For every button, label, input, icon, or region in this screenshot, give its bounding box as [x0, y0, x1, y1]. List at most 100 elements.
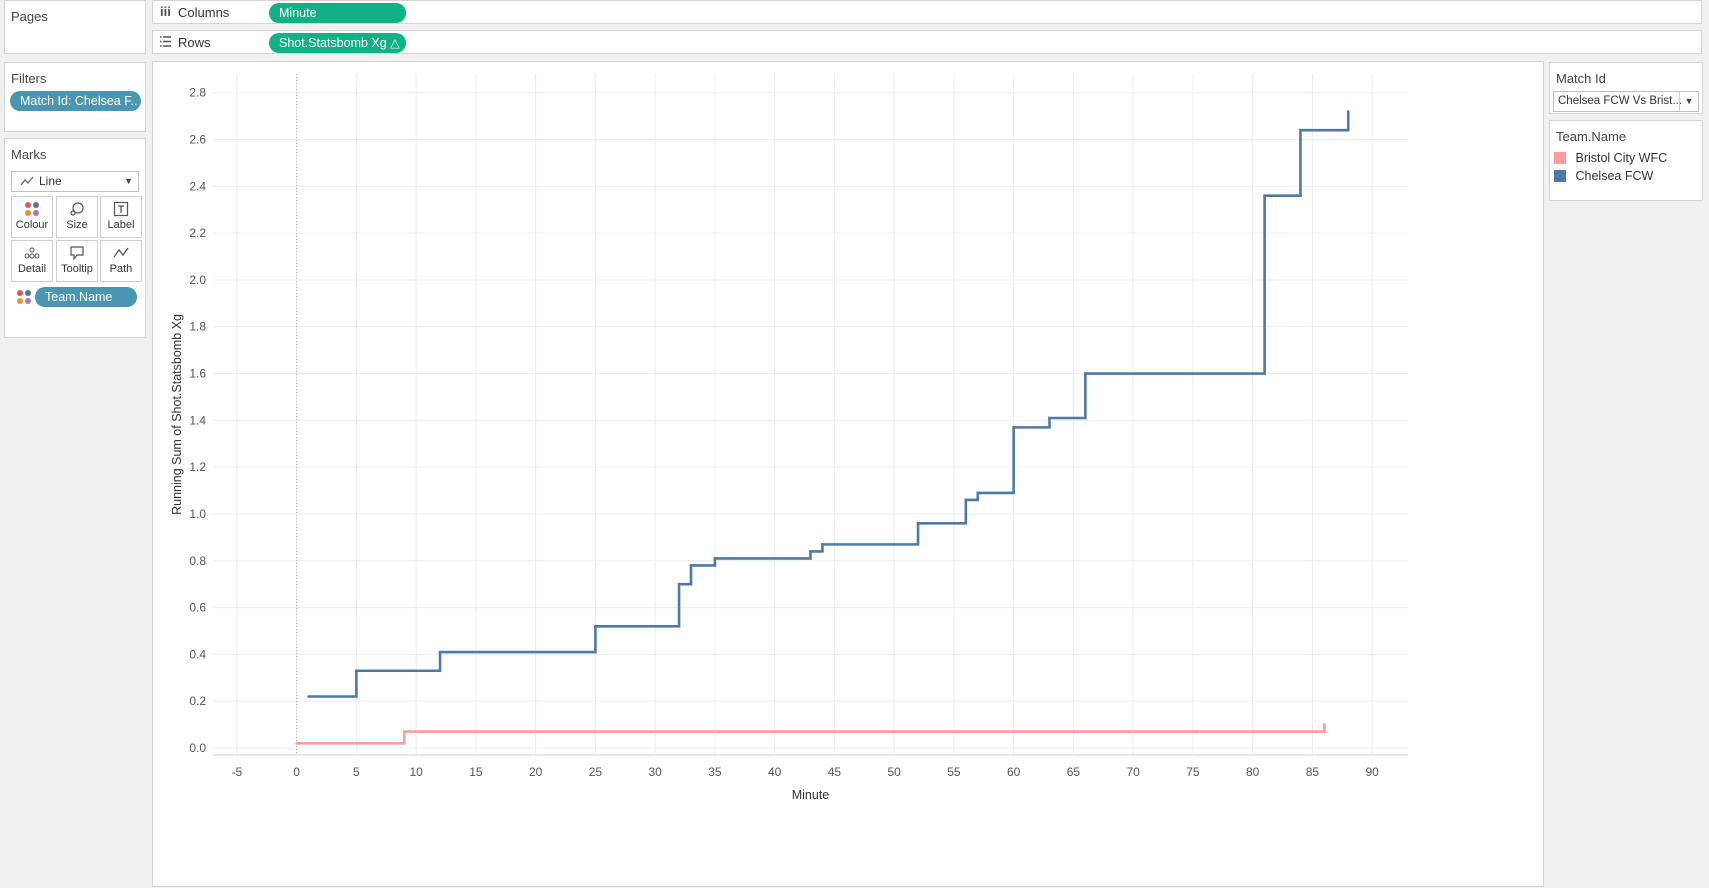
y-tick-label: 2.4 — [189, 179, 206, 193]
colour-button[interactable]: Colour — [11, 196, 53, 238]
y-tick-label: 0.8 — [189, 554, 206, 568]
label-button[interactable]: Label — [100, 196, 142, 238]
x-tick-label: 30 — [648, 765, 662, 779]
legend-item-bristol[interactable]: Bristol City WFC — [1554, 149, 1667, 167]
series-point — [402, 730, 406, 733]
series-point — [809, 550, 812, 553]
x-tick-label: 35 — [708, 765, 722, 779]
x-tick-label: 15 — [469, 765, 483, 779]
columns-label: Columns — [178, 5, 230, 20]
size-icon — [57, 197, 97, 219]
series-point — [677, 582, 681, 586]
match-id-card: Match Id Chelsea FCW Vs Brist... ▼ — [1549, 62, 1703, 114]
x-tick-label: 10 — [409, 765, 423, 779]
text-label-icon — [101, 197, 141, 219]
series-point — [821, 543, 824, 546]
rows-list-icon — [159, 35, 172, 51]
legend-label: Bristol City WFC — [1575, 151, 1668, 165]
chevron-down-icon[interactable]: ▼ — [1679, 92, 1698, 111]
series-line-bristol-city-wfc — [296, 724, 1326, 745]
series-point — [689, 564, 693, 567]
series-point — [964, 498, 968, 502]
columns-pill-minute[interactable]: Minute — [269, 3, 406, 23]
y-tick-label: 0.6 — [189, 601, 206, 615]
series-point — [1048, 416, 1051, 420]
y-tick-label: 0.4 — [189, 647, 206, 661]
mark-type-value: Line — [39, 174, 62, 188]
series-point — [1323, 723, 1326, 726]
columns-shelf: iii Columns Minute — [152, 0, 1702, 24]
x-tick-label: 65 — [1067, 765, 1081, 779]
marks-title: Marks — [11, 147, 47, 162]
y-tick-label: 1.6 — [189, 367, 206, 381]
series-point — [594, 624, 597, 628]
marks-panel: Marks Line ▼ Colour Size Label Detail — [4, 138, 146, 338]
chart-view: -5 0 5 10 15 20 25 30 35 40 45 50 55 60 65 70 75 80 85 90 0.… — [152, 61, 1544, 887]
x-tick-label: -5 — [232, 765, 243, 779]
path-label: Path — [109, 263, 133, 275]
series-point — [1084, 372, 1087, 375]
chevron-down-icon: ▼ — [124, 176, 133, 186]
team-name-pill[interactable]: Team.Name — [35, 287, 137, 307]
line-chart: -5 0 5 10 15 20 25 30 35 40 45 50 55 60 65 70 75 80 85 90 0.… — [170, 74, 1408, 802]
y-tick-label: 1.0 — [189, 507, 206, 521]
filter-pill-match-id[interactable]: Match Id: Chelsea F.. — [10, 91, 141, 111]
line-mark-icon — [20, 172, 34, 197]
x-tick-label: 50 — [887, 765, 901, 779]
y-tick-label: 2.8 — [189, 86, 206, 100]
series-point — [976, 491, 980, 495]
x-tick-label: 0 — [293, 765, 300, 779]
label-label: Label — [107, 219, 135, 231]
y-tick-label: 1.4 — [189, 413, 206, 427]
x-tick-label: 20 — [529, 765, 543, 779]
series-point — [307, 695, 310, 698]
legend-swatch — [1554, 170, 1566, 182]
size-label: Size — [66, 219, 88, 231]
y-tick-label: 0.0 — [189, 741, 206, 755]
colour-encoding-icon — [16, 289, 32, 308]
x-tick-label: 40 — [768, 765, 782, 779]
series-point — [1346, 110, 1350, 113]
filters-panel: Filters Match Id: Chelsea F.. — [4, 62, 146, 132]
match-id-dropdown[interactable]: Chelsea FCW Vs Brist... ▼ — [1553, 91, 1699, 112]
tooltip-button[interactable]: Tooltip — [56, 240, 98, 282]
series-line-chelsea-fcw — [308, 111, 1350, 698]
legend-swatch — [1554, 152, 1566, 164]
x-tick-label: 60 — [1007, 765, 1021, 779]
x-tick-label: 70 — [1126, 765, 1140, 779]
series-point — [355, 669, 358, 673]
match-id-title: Match Id — [1556, 71, 1606, 86]
team-legend: Team.Name Bristol City WFC Chelsea FCW — [1549, 120, 1703, 201]
x-tick-label: 75 — [1186, 765, 1200, 779]
pages-panel: Pages — [4, 0, 146, 54]
y-tick-label: 0.2 — [189, 694, 206, 708]
x-tick-label: 45 — [828, 765, 842, 779]
size-button[interactable]: Size — [56, 196, 98, 238]
rows-label: Rows — [178, 35, 211, 50]
legend-title: Team.Name — [1556, 129, 1627, 144]
y-tick-label: 2.2 — [189, 226, 206, 240]
match-id-value: Chelsea FCW Vs Brist... — [1558, 95, 1682, 107]
series-point — [438, 650, 442, 654]
x-axis-title: Minute — [792, 788, 830, 802]
x-tick-label: 5 — [353, 765, 360, 779]
y-axis-title: Running Sum of Shot.Statsbomb Xg — [170, 314, 184, 515]
colour-icon — [12, 197, 52, 219]
path-button[interactable]: Path — [100, 240, 142, 282]
tooltip-label: Tooltip — [61, 263, 93, 275]
x-tick-label: 85 — [1306, 765, 1320, 779]
rows-shelf: Rows Shot.Statsbomb Xg △ — [152, 30, 1702, 54]
x-tick-label: 25 — [589, 765, 603, 779]
detail-button[interactable]: Detail — [11, 240, 53, 282]
series-point — [916, 522, 920, 525]
colour-label: Colour — [15, 219, 49, 231]
rows-pill-xg[interactable]: Shot.Statsbomb Xg △ — [269, 33, 406, 53]
columns-icon: iii — [160, 4, 171, 19]
mark-type-dropdown[interactable]: Line ▼ — [11, 171, 139, 192]
series-point — [1299, 128, 1302, 132]
legend-item-chelsea[interactable]: Chelsea FCW — [1554, 167, 1653, 185]
x-tick-label: 90 — [1365, 765, 1379, 779]
x-tick-label: 55 — [947, 765, 961, 779]
filters-title: Filters — [11, 71, 47, 86]
legend-label: Chelsea FCW — [1575, 169, 1654, 183]
